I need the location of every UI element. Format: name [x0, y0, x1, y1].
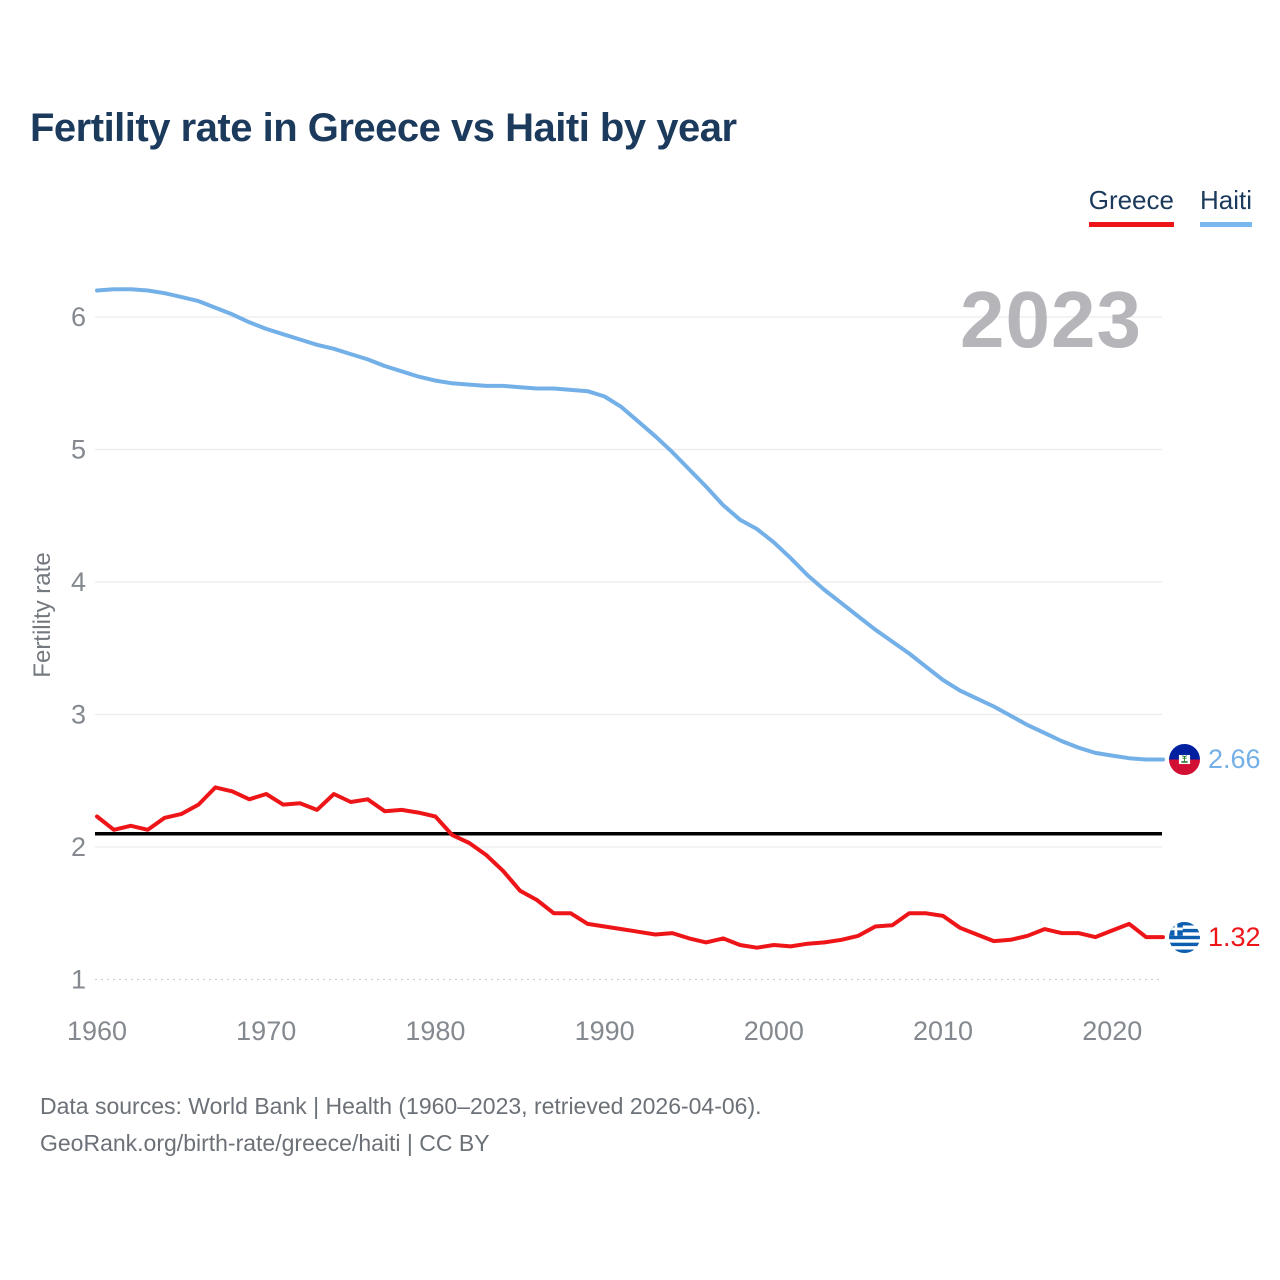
x-tick-1970: 1970: [236, 1016, 296, 1046]
y-tick-6: 6: [71, 302, 86, 332]
x-tick-2020: 2020: [1082, 1016, 1142, 1046]
x-tick-2000: 2000: [744, 1016, 804, 1046]
legend-item-greece[interactable]: Greece: [1088, 185, 1174, 227]
greece-flag-icon: [1169, 921, 1200, 953]
y-tick-1: 1: [71, 965, 86, 995]
page-title: Fertility rate in Greece vs Haiti by yea…: [30, 106, 737, 150]
legend-item-haiti[interactable]: Haiti: [1199, 185, 1252, 227]
y-axis-title: Fertility rate: [29, 552, 56, 678]
x-tick-1980: 1980: [405, 1016, 465, 1046]
end-label-haiti: 2.66: [1169, 744, 1261, 776]
greece-end-value: 1.32: [1208, 921, 1261, 952]
y-tick-5: 5: [71, 435, 86, 465]
watermark-year: 2023: [960, 275, 1142, 364]
y-tick-2: 2: [71, 832, 86, 862]
y-tick-3: 3: [71, 700, 86, 730]
end-label-greece: 1.32: [1169, 921, 1261, 953]
greece-line: [95, 785, 1165, 950]
legend: Greece Haiti: [1088, 185, 1252, 227]
x-tick-1960: 1960: [67, 1016, 127, 1046]
x-tick-2010: 2010: [913, 1016, 973, 1046]
footer-sources-line: Data sources: World Bank | Health (1960–…: [40, 1093, 762, 1119]
x-tick-1990: 1990: [575, 1016, 635, 1046]
haiti-line: [95, 287, 1165, 762]
footer: Data sources: World Bank | Health (1960–…: [40, 1088, 762, 1162]
haiti-end-value: 2.66: [1208, 744, 1261, 775]
haiti-flag-icon: [1169, 744, 1200, 776]
footer-attribution-line: GeoRank.org/birth-rate/greece/haiti | CC…: [40, 1130, 490, 1156]
y-tick-4: 4: [71, 567, 86, 597]
